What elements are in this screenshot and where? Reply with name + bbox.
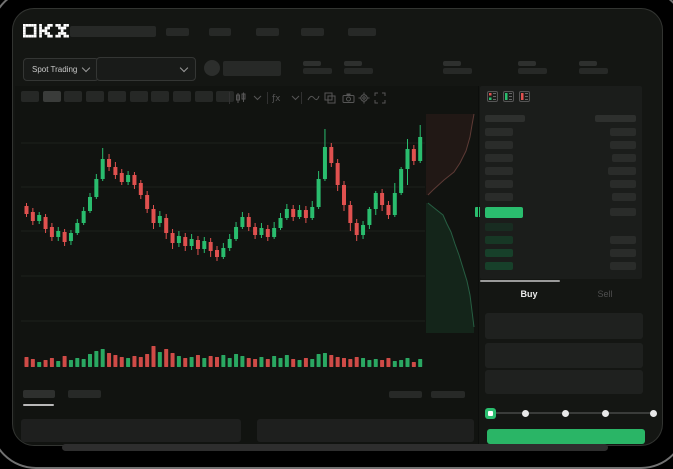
- combined-book-icon[interactable]: [487, 91, 498, 102]
- order-input-field[interactable]: [485, 343, 643, 368]
- nav-item-skeleton[interactable]: [256, 28, 279, 36]
- bottom-active-tab-indicator: [23, 404, 54, 406]
- bids-only-icon[interactable]: [503, 91, 514, 102]
- timeframe-button[interactable]: [107, 91, 126, 102]
- chevron-down-icon[interactable]: [253, 92, 262, 104]
- bottom-tab-skeleton[interactable]: [68, 390, 101, 398]
- slider-stop[interactable]: [601, 409, 609, 417]
- coin-avatar: [204, 60, 220, 76]
- line-tool-icon[interactable]: [307, 92, 320, 104]
- tab-sell[interactable]: Sell: [597, 289, 613, 299]
- panel-divider: [478, 86, 479, 445]
- svg-text:ƒx: ƒx: [272, 94, 281, 104]
- slider-handle[interactable]: [484, 407, 496, 419]
- slider-track[interactable]: [490, 412, 653, 414]
- device-bezel: [62, 444, 608, 451]
- candlestick-chart[interactable]: [21, 109, 479, 379]
- camera-icon[interactable]: [342, 92, 355, 104]
- market-type-selector[interactable]: Spot Trading: [23, 58, 99, 81]
- okx-logo[interactable]: [23, 24, 69, 38]
- depth-profile: [426, 113, 475, 333]
- timeframe-button[interactable]: [64, 91, 83, 102]
- slider-stop[interactable]: [649, 409, 657, 417]
- bottom-control-skeleton[interactable]: [389, 391, 422, 398]
- settings-icon[interactable]: [358, 92, 370, 104]
- bottom-control-skeleton[interactable]: [431, 391, 465, 398]
- timeframe-button[interactable]: [151, 91, 170, 102]
- tab-buy[interactable]: Buy: [520, 289, 538, 299]
- active-tab-indicator: [480, 280, 560, 282]
- toolbar-divider: [229, 92, 231, 104]
- pair-name-skeleton: [223, 61, 281, 76]
- pair-dropdown[interactable]: [96, 57, 196, 81]
- chevron-down-icon: [179, 63, 189, 72]
- bottom-tab-skeleton[interactable]: [23, 390, 55, 398]
- timeframe-button[interactable]: [129, 91, 148, 102]
- toolbar-divider: [267, 92, 269, 104]
- timeframe-button[interactable]: [21, 91, 39, 102]
- fullscreen-icon[interactable]: [374, 92, 386, 104]
- history-panel-skeleton: [257, 419, 474, 442]
- chart-section: [15, 86, 478, 445]
- chevron-down-icon[interactable]: [291, 92, 300, 104]
- toolbar-divider: [301, 92, 303, 104]
- compare-icon[interactable]: [324, 92, 336, 104]
- timeframe-button[interactable]: [86, 91, 105, 102]
- search-skeleton[interactable]: [70, 26, 156, 37]
- chevron-down-icon: [82, 63, 91, 73]
- timeframe-button[interactable]: [172, 91, 191, 102]
- order-input-field[interactable]: [485, 370, 643, 394]
- candle-style-icon[interactable]: [235, 92, 247, 104]
- orderbook-panel: [480, 86, 642, 279]
- orders-panel-skeleton: [21, 419, 241, 442]
- nav-item-skeleton[interactable]: [301, 28, 324, 36]
- market-type-label: Spot Trading: [32, 65, 78, 74]
- slider-stop[interactable]: [561, 409, 569, 417]
- nav-item-skeleton[interactable]: [166, 28, 189, 36]
- slider-stop[interactable]: [521, 409, 529, 417]
- submit-order-button[interactable]: [487, 429, 645, 444]
- timeframe-button[interactable]: [194, 91, 213, 102]
- app-screen: Spot Trading ƒx: [12, 8, 663, 446]
- nav-item-skeleton[interactable]: [209, 28, 231, 36]
- order-input-field[interactable]: [485, 313, 643, 339]
- timeframe-button[interactable]: [216, 91, 235, 102]
- indicators-fx-icon[interactable]: ƒx: [272, 92, 284, 104]
- asks-only-icon[interactable]: [519, 91, 530, 102]
- timeframe-button[interactable]: [42, 91, 61, 102]
- nav-item-skeleton[interactable]: [348, 28, 376, 36]
